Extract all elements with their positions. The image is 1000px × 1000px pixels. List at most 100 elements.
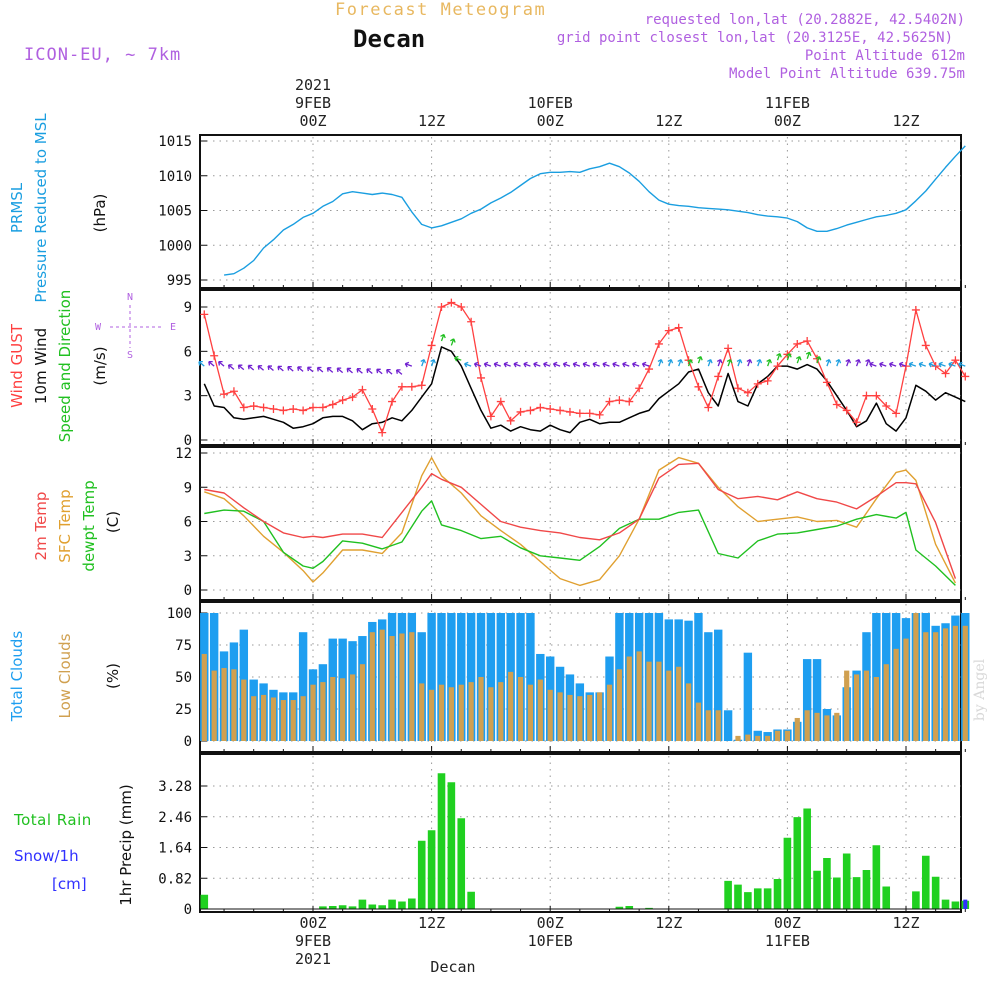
rain-bar [408,898,416,909]
low-cloud-bar [784,730,790,741]
rain-bar [388,899,396,909]
location-name: Decan [353,25,425,53]
wind-direction-arrow [267,365,274,372]
wind-direction-arrow [493,361,502,368]
gust-marker [279,406,288,415]
wind-arrow-shape [395,369,403,375]
wind-arrow-shape [430,358,436,367]
wind-direction-arrow [208,360,215,367]
wind-arrow-shape [632,361,640,368]
low-cloud-bar [537,679,543,741]
wind-direction-arrow [306,366,314,373]
gust-marker [733,384,742,393]
wind-ytick-label: 3 [184,389,192,405]
low-cloud-bar [606,684,613,741]
wind-arrow-shape [855,358,861,367]
low-cloud-bar [429,689,435,741]
gust-marker [585,409,594,418]
wind-arrow-shape [297,366,304,372]
wind-direction-arrow [622,361,630,368]
wind-arrow-shape [641,361,650,368]
low-cloud-bar [834,712,840,741]
gust-marker [575,409,584,418]
rain-bar [763,888,772,909]
time-tick-label: 12Z [892,112,919,130]
low-cloud-bar [942,628,949,741]
low-cloud-bar [863,670,870,741]
low-cloud-bar [310,684,316,741]
gust-marker [645,365,654,374]
rain-bar [833,877,841,909]
wind-direction-arrow [746,358,753,367]
gust-marker [951,356,960,365]
gust-marker [556,406,565,415]
low-cloud-bar [903,638,909,741]
wind-direction-arrow [562,361,571,368]
wind-direction-arrow [776,353,782,361]
temperature-ytick-label: 12 [175,446,192,462]
low-cloud-bar [715,710,721,741]
wind-arrow-shape [376,368,383,375]
wind-direction-arrow [835,358,842,367]
low-cloud-bar [399,633,405,741]
gust-marker [595,410,604,419]
wind-direction-arrow [795,356,802,364]
rain-bar [773,879,782,909]
wind-arrow-shape [865,358,871,367]
wind-direction-arrow [805,351,812,359]
gust-marker [259,403,268,412]
clouds-ytick-label: 25 [175,702,192,718]
rain-bar [437,773,446,909]
rain-bar [724,880,732,909]
gust-marker [714,372,723,381]
low-cloud-bar [340,678,346,741]
rain-bar [931,876,940,909]
total-cloud-bar [704,632,713,741]
wind-arrow-shape [746,358,753,367]
pressure-label-prmsl: PRMSL [8,182,26,233]
wind-direction-arrow [815,356,822,364]
wind-direction-arrow [958,361,966,368]
gust-marker [852,418,861,427]
low-cloud-bar [498,682,504,741]
gust-marker [625,397,634,406]
wind-direction-arrow [756,358,763,367]
wind-label-gust: Wind GUST [8,323,26,408]
rain-bar [941,899,950,909]
wind-arrow-shape [825,358,832,367]
time-tick-label: 12Z [655,914,682,932]
wind-direction-arrow [257,365,265,371]
wind-arrow-shape [533,361,541,368]
gust-marker [536,403,545,412]
gust-marker [565,407,574,416]
time-tick-label: 00Z [299,112,326,130]
wind-direction-arrow [845,358,852,367]
gust-marker [842,406,851,415]
clouds-ytick-label: 50 [175,670,192,686]
rain-bar [625,906,634,909]
gust-marker [447,298,456,307]
wind-arrow-shape [845,358,852,367]
temp-label-2m: 2m Temp [32,492,50,561]
low-cloud-bar [330,677,336,741]
time-tick-label: 00Z [774,914,801,932]
gust-marker [397,382,406,391]
compass-e: E [170,322,176,333]
gust-marker [961,372,970,381]
wind-arrow-shape [795,356,802,364]
time-tick-label: 00Z [537,112,564,130]
low-cloud-bar [804,710,810,741]
low-cloud-bar [873,677,879,741]
gust-marker [872,391,881,400]
time-date-label: 11FEB [765,932,810,950]
gust-marker [941,369,950,378]
total-cloud-bar [714,629,723,741]
wind-direction-arrow [855,358,861,367]
wind-arrow-shape [208,360,215,367]
precipitation-ytick-label: 1.64 [158,841,192,857]
wind-direction-arrow [677,358,684,367]
low-cloud-bar [666,670,672,741]
low-cloud-bar [468,682,474,741]
